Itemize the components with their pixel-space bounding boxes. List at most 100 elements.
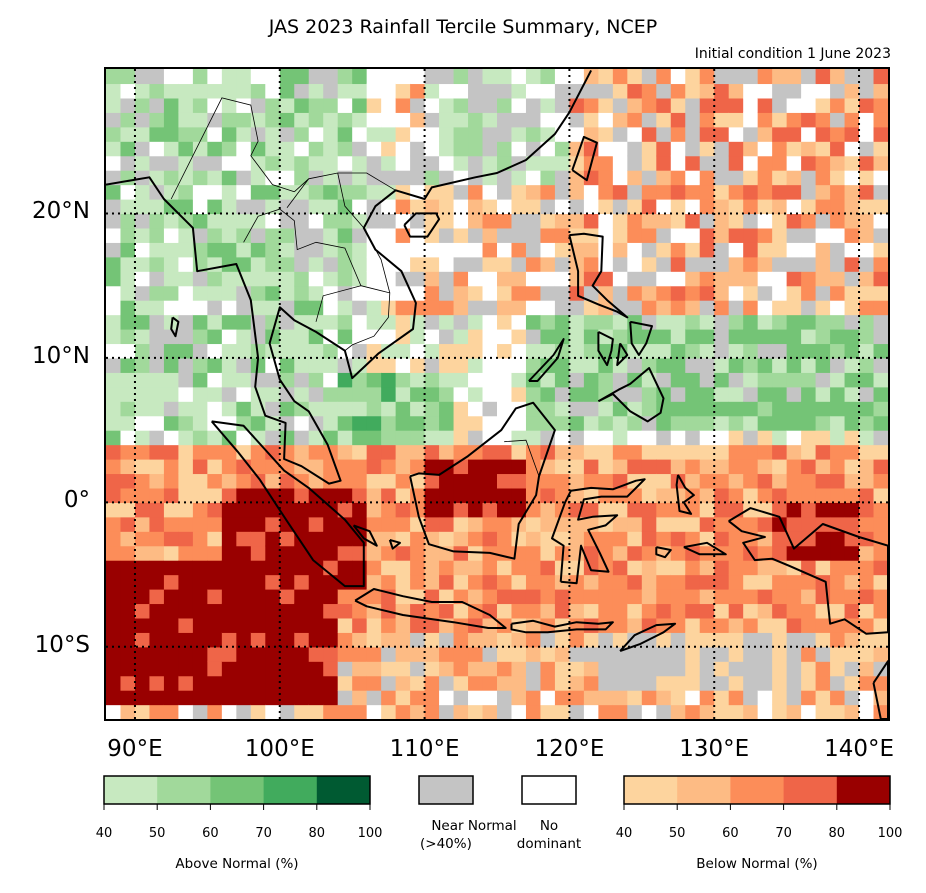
grid-cell xyxy=(598,401,614,417)
grid-cell xyxy=(192,516,208,532)
grid-cell xyxy=(366,401,382,417)
grid-cell xyxy=(163,603,180,619)
grid-cell xyxy=(134,545,151,561)
grid-cell xyxy=(743,155,759,171)
grid-cell xyxy=(323,516,339,532)
grid-cell xyxy=(873,502,888,518)
grid-cell xyxy=(873,516,888,532)
grid-cell xyxy=(106,256,122,272)
grid-cell xyxy=(424,646,440,662)
grid-cell xyxy=(163,155,180,171)
grid-cell xyxy=(308,83,324,99)
grid-cell xyxy=(149,603,165,619)
grid-cell xyxy=(569,386,585,402)
grid-cell xyxy=(366,126,382,142)
grid-cell xyxy=(670,300,686,316)
grid-cell xyxy=(656,444,672,460)
grid-cell xyxy=(439,69,455,85)
grid-cell xyxy=(424,704,440,719)
grid-cell xyxy=(163,661,180,677)
grid-cell xyxy=(511,126,527,142)
grid-cell xyxy=(554,213,571,229)
grid-cell xyxy=(482,574,498,590)
grid-cell xyxy=(728,516,744,532)
grid-cell xyxy=(134,329,151,345)
grid-cell xyxy=(439,386,455,402)
grid-cell xyxy=(757,415,773,431)
grid-cell xyxy=(627,271,643,287)
country-border xyxy=(286,178,310,208)
grid-cell xyxy=(830,545,846,561)
grid-cell xyxy=(612,357,628,373)
grid-cell xyxy=(453,690,469,706)
grid-cell xyxy=(497,516,513,532)
grid-cell xyxy=(830,329,846,345)
grid-cell xyxy=(453,242,469,258)
grid-cell xyxy=(120,632,136,648)
grid-cell xyxy=(178,300,194,316)
grid-cell xyxy=(192,473,208,489)
grid-cell xyxy=(468,531,484,547)
grid-cell xyxy=(540,155,556,171)
grid-cell xyxy=(786,487,802,503)
grid-cell xyxy=(381,690,397,706)
grid-cell xyxy=(323,357,339,373)
grid-cell xyxy=(583,372,599,388)
grid-cell xyxy=(395,285,411,301)
grid-cell xyxy=(525,560,542,576)
grid-cell xyxy=(439,415,455,431)
grid-cell xyxy=(540,661,556,677)
grid-cell xyxy=(308,271,324,287)
grid-cell xyxy=(598,285,614,301)
grid-cell xyxy=(410,560,426,576)
grid-cell xyxy=(815,126,831,142)
grid-cell xyxy=(612,444,628,460)
grid-cell xyxy=(757,271,773,287)
grid-cell xyxy=(772,415,788,431)
grid-cell xyxy=(453,675,469,691)
grid-cell xyxy=(207,83,223,99)
grid-cell xyxy=(583,704,599,719)
grid-cell xyxy=(207,329,223,345)
grid-cell xyxy=(236,430,252,446)
grid-cell xyxy=(844,256,860,272)
grid-cell xyxy=(714,372,730,388)
grid-cell xyxy=(308,141,324,157)
colorbar-segment xyxy=(783,776,838,804)
grid-cell xyxy=(772,386,788,402)
colorbar-tick-label: 100 xyxy=(877,826,903,841)
grid-cell xyxy=(757,617,773,633)
grid-cell xyxy=(757,184,773,200)
grid-cell xyxy=(656,112,672,128)
grid-cell xyxy=(250,97,266,113)
grid-cell xyxy=(728,574,744,590)
grid-cell xyxy=(511,444,527,460)
grid-cell xyxy=(410,516,426,532)
grid-cell xyxy=(163,300,180,316)
grid-cell xyxy=(497,372,513,388)
grid-cell xyxy=(641,574,657,590)
grid-cell xyxy=(134,141,151,157)
grid-cell xyxy=(120,112,136,128)
grid-cell xyxy=(120,560,136,576)
coastline xyxy=(571,135,598,182)
grid-cell xyxy=(830,487,846,503)
grid-cell xyxy=(612,589,628,605)
grid-cell xyxy=(352,690,368,706)
grid-cell xyxy=(163,97,180,113)
grid-cell xyxy=(525,661,542,677)
grid-cell xyxy=(352,502,368,518)
grid-cell xyxy=(294,386,310,402)
grid-cell xyxy=(178,589,194,605)
grid-cell xyxy=(106,675,122,691)
grid-cell xyxy=(395,459,411,475)
grid-cell xyxy=(728,184,744,200)
grid-cell xyxy=(612,141,628,157)
grid-cell xyxy=(192,300,208,316)
grid-cell xyxy=(337,329,353,345)
grid-cell xyxy=(540,184,556,200)
grid-cell xyxy=(598,589,614,605)
grid-cell xyxy=(801,314,817,330)
grid-cell xyxy=(497,170,513,186)
grid-cell xyxy=(395,97,411,113)
